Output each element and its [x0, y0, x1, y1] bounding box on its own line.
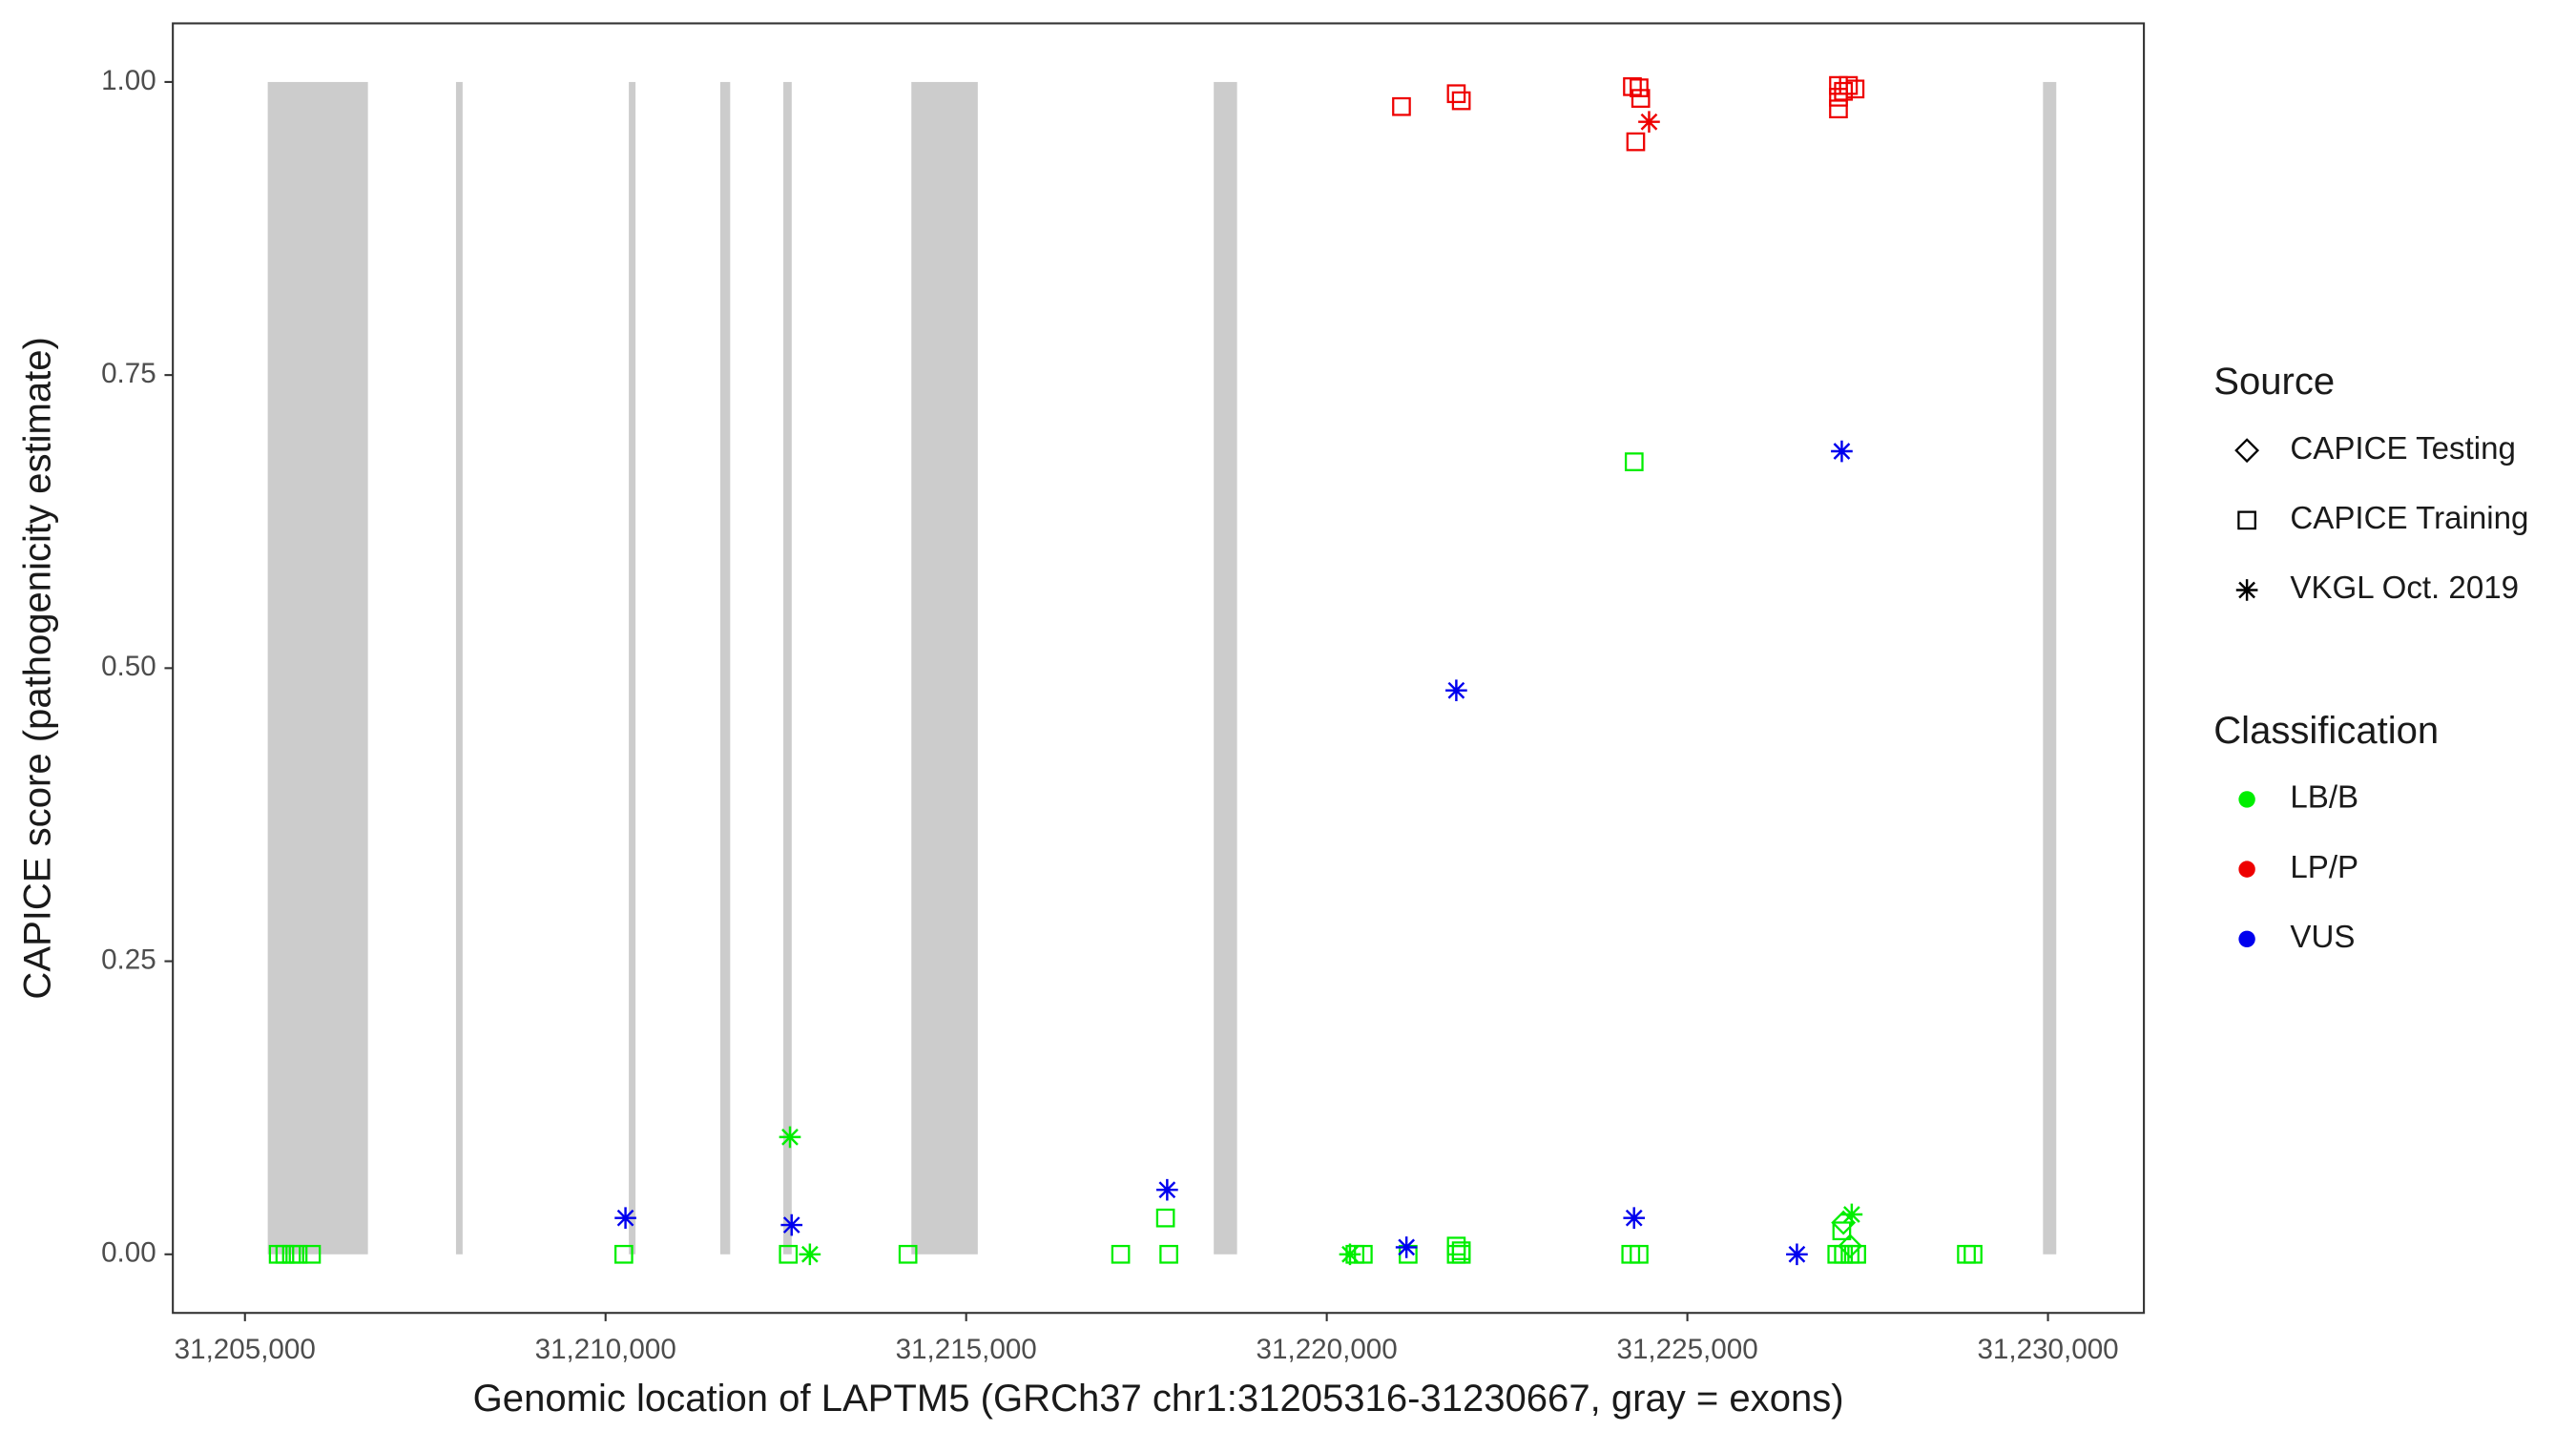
point-square — [1446, 1236, 1466, 1256]
point-square — [1631, 89, 1651, 108]
point-star — [1638, 111, 1660, 134]
legend-symbol — [2234, 438, 2260, 464]
legend-dot — [2238, 930, 2255, 947]
point-star — [1339, 1243, 1361, 1266]
point-star — [1156, 1178, 1178, 1201]
point-square — [288, 1244, 308, 1264]
x-axis-title: Genomic location of LAPTM5 (GRCh37 chr1:… — [473, 1378, 1844, 1420]
x-tick-label: 31,215,000 — [896, 1334, 1037, 1365]
point-square — [301, 1244, 322, 1264]
point-square — [1829, 99, 1848, 119]
exon — [1214, 81, 1237, 1255]
point-square — [613, 1244, 634, 1264]
point-square — [1446, 84, 1466, 104]
legend-label: CAPICE Testing — [2290, 431, 2516, 467]
point-square — [1159, 1244, 1178, 1264]
point-star — [614, 1207, 636, 1230]
point-star — [1840, 1203, 1863, 1226]
x-tick-label: 31,230,000 — [1977, 1334, 2118, 1365]
point-square — [1451, 91, 1471, 111]
legend-label: CAPICE Training — [2290, 501, 2528, 536]
point-square — [1624, 452, 1644, 471]
exon — [719, 81, 731, 1255]
exon-layer — [267, 81, 2057, 1255]
legend-symbol — [2235, 579, 2258, 601]
point-star — [1786, 1243, 1808, 1266]
exon — [911, 81, 978, 1255]
x-tick-label: 31,220,000 — [1257, 1334, 1398, 1365]
point-square — [1626, 132, 1646, 152]
y-tick-label: 0.25 — [101, 944, 156, 975]
legend-label: LP/P — [2290, 850, 2358, 885]
point-star — [1831, 440, 1853, 463]
point-diamond — [1838, 1234, 1863, 1259]
legend-title: Classification — [2213, 710, 2439, 752]
point-square — [1829, 88, 1848, 107]
point-square — [1630, 78, 1649, 97]
exon — [783, 81, 792, 1255]
point-square — [1392, 96, 1411, 116]
point-square — [1451, 1241, 1471, 1260]
legend-label: VKGL Oct. 2019 — [2290, 570, 2519, 606]
legend-label: VUS — [2290, 920, 2355, 955]
point-star — [1445, 679, 1467, 702]
point-star — [799, 1243, 821, 1266]
point-square — [1832, 1221, 1852, 1241]
x-tick-label: 31,225,000 — [1616, 1334, 1757, 1365]
point-star — [1623, 1207, 1646, 1230]
y-tick-label: 1.00 — [101, 65, 156, 96]
legend-label: LB/B — [2290, 780, 2358, 816]
point-square — [1155, 1208, 1175, 1228]
legend-symbol — [2237, 510, 2256, 530]
x-tick-label: 31,205,000 — [175, 1334, 316, 1365]
exon — [267, 81, 368, 1255]
exon — [455, 81, 463, 1255]
legend-dot — [2238, 861, 2255, 878]
point-square — [1963, 1244, 1983, 1264]
point-square — [1111, 1244, 1131, 1264]
exon — [629, 81, 636, 1255]
point-star — [779, 1126, 801, 1149]
y-axis-title: CAPICE score (pathogenicity estimate) — [16, 337, 58, 999]
point-square — [1630, 1244, 1649, 1264]
x-tick-label: 31,210,000 — [535, 1334, 676, 1365]
exon — [2043, 81, 2057, 1255]
point-square — [779, 1244, 799, 1264]
point-star — [780, 1213, 803, 1236]
y-tick-label: 0.00 — [101, 1237, 156, 1269]
y-tick-label: 0.75 — [101, 358, 156, 389]
point-layer — [268, 75, 1983, 1266]
point-star — [1395, 1236, 1418, 1258]
legend-dot — [2238, 791, 2255, 808]
legend-title: Source — [2213, 361, 2335, 403]
point-square — [1839, 75, 1859, 95]
y-tick-label: 0.50 — [101, 651, 156, 682]
point-square — [898, 1244, 918, 1264]
